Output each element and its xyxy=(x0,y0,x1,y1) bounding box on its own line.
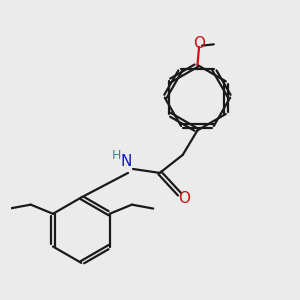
Text: O: O xyxy=(178,190,190,206)
Text: N: N xyxy=(120,154,131,169)
Text: O: O xyxy=(193,36,205,51)
Text: H: H xyxy=(111,149,121,162)
